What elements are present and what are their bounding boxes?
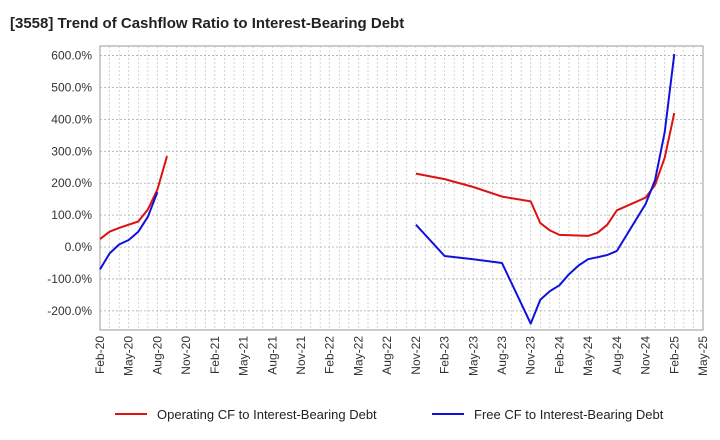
series-line-free-cf (99, 191, 159, 270)
legend-label: Free CF to Interest-Bearing Debt (474, 407, 664, 422)
legend-label: Operating CF to Interest-Bearing Debt (157, 407, 377, 422)
x-tick-label: Nov-23 (524, 336, 538, 375)
series-line-operating-cf (99, 155, 168, 240)
x-tick-label: Aug-24 (610, 336, 624, 375)
chart-title: [3558] Trend of Cashflow Ratio to Intere… (10, 15, 405, 32)
y-tick-label: 200.0% (51, 176, 92, 190)
x-tick-label: Feb-20 (93, 336, 107, 374)
series-line-operating-cf (415, 112, 676, 237)
y-tick-label: -100.0% (47, 272, 92, 286)
x-tick-label: May-25 (696, 336, 710, 376)
x-tick-label: Nov-21 (294, 336, 308, 375)
y-tick-label: 300.0% (51, 144, 92, 158)
x-tick-label: May-24 (581, 336, 595, 376)
y-tick-label: 400.0% (51, 112, 92, 126)
plot-area (99, 45, 704, 331)
x-tick-label: Aug-23 (495, 336, 509, 375)
y-tick-label: 600.0% (51, 49, 92, 63)
x-tick-label: May-20 (122, 336, 136, 376)
x-tick-label: Aug-22 (380, 336, 394, 375)
y-tick-label: 0.0% (65, 240, 93, 254)
x-tick-label: Nov-22 (409, 336, 423, 375)
x-tick-label: May-23 (466, 336, 480, 376)
y-tick-label: 500.0% (51, 80, 92, 94)
y-tick-label: -200.0% (47, 304, 92, 318)
x-tick-label: Nov-20 (179, 336, 193, 375)
x-tick-label: Feb-21 (208, 336, 222, 374)
x-tick-label: May-21 (237, 336, 251, 376)
x-tick-label: Aug-21 (265, 336, 279, 375)
series-line-free-cf (415, 53, 676, 325)
x-tick-label: Feb-24 (552, 336, 566, 374)
x-tick-label: Feb-23 (438, 336, 452, 374)
x-tick-label: May-22 (351, 336, 365, 376)
x-tick-label: Aug-20 (150, 336, 164, 375)
x-tick-label: Nov-24 (639, 336, 653, 375)
x-tick-label: Feb-22 (323, 336, 337, 374)
x-tick-label: Feb-25 (667, 336, 681, 374)
y-tick-label: 100.0% (51, 208, 92, 222)
